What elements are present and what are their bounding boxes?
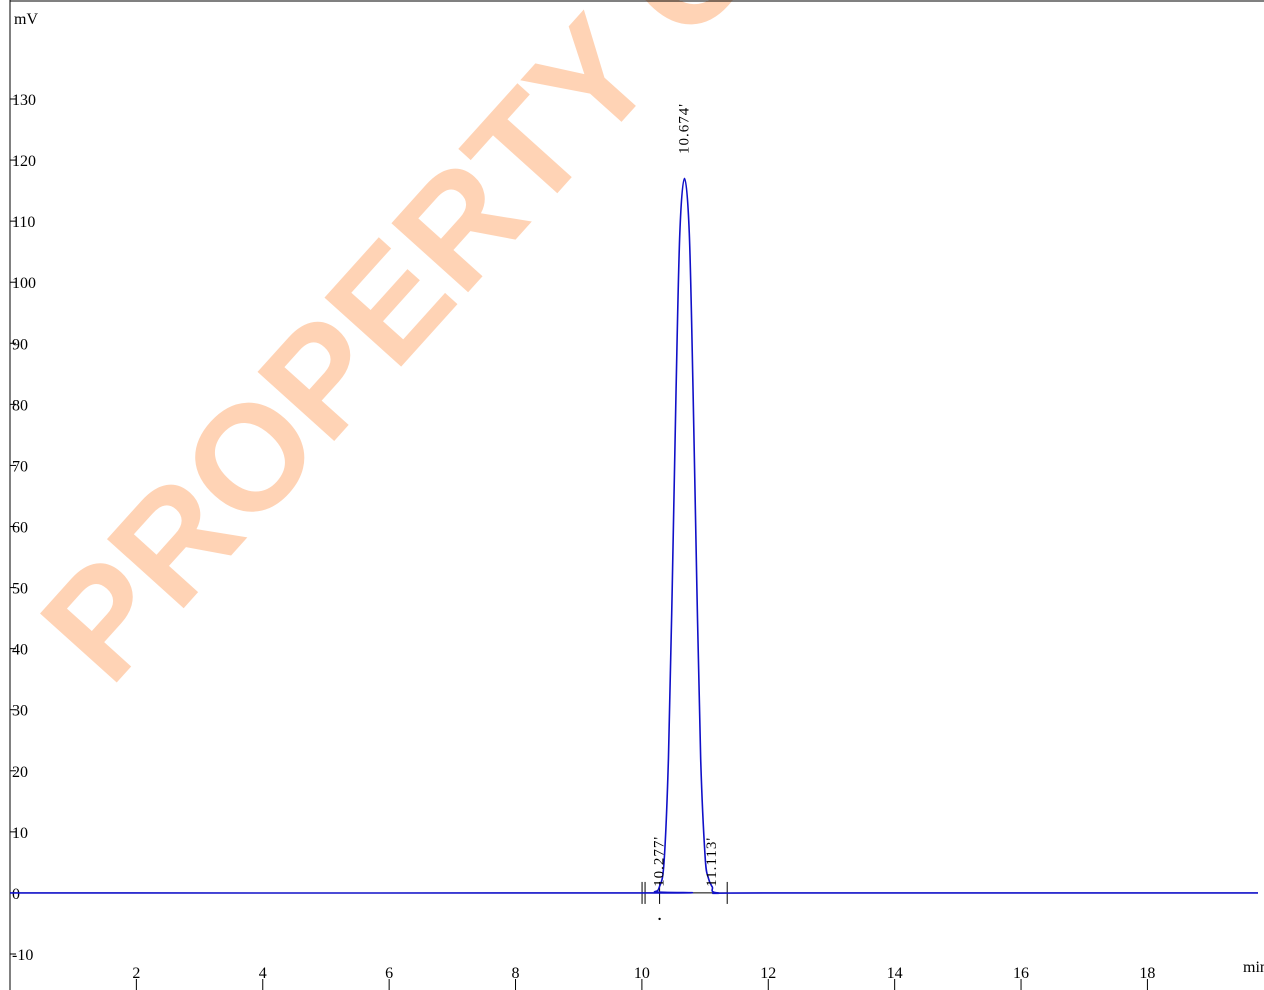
y-tick-label-13: 120 (12, 153, 36, 170)
y-tick-label-11: 100 (12, 275, 36, 292)
y-tick-label-0: -10 (12, 947, 33, 964)
x-ticks: 2 4 6 8 10 12 14 16 18 (132, 965, 1155, 990)
y-tick-label-4: 30 (12, 703, 28, 720)
y-tick-label-9: 80 (12, 397, 28, 414)
peak-label-2: 11.113' (704, 837, 720, 887)
x-tick-label-4: 10 (634, 965, 650, 982)
peak-label-0: 10.674' (676, 103, 692, 154)
y-tick-label-10: 90 (12, 336, 28, 353)
y-tick-label-7: 60 (12, 520, 28, 537)
y-unit-label: mV (14, 11, 38, 28)
x-tick-label-2: 6 (385, 965, 393, 982)
baseline-dot (658, 917, 661, 921)
y-tick-label-12: 110 (12, 214, 35, 231)
y-tick-label-1: 0 (12, 886, 20, 903)
y-tick-label-8: 70 (12, 458, 28, 475)
y-tick-label-6: 50 (12, 581, 28, 598)
series-layer (9, 177, 1258, 895)
x-unit-label: min (1243, 959, 1264, 976)
peak-labels: 10.674' 10.277' 11.113' (651, 103, 720, 887)
y-tick-label-14: 130 (12, 92, 36, 109)
x-tick-label-3: 8 (512, 965, 520, 982)
y-tick-label-3: 20 (12, 764, 28, 781)
x-tick-label-0: 2 (132, 965, 140, 982)
x-tick-label-8: 18 (1139, 965, 1155, 982)
x-tick-label-7: 16 (1013, 965, 1029, 982)
y-tick-label-5: 40 (12, 642, 28, 659)
series-line-0 (9, 177, 1258, 895)
y-tick-label-2: 10 (12, 825, 28, 842)
peak-label-1: 10.277' (651, 836, 667, 887)
x-tick-label-5: 12 (760, 965, 776, 982)
x-tick-label-1: 4 (259, 965, 267, 982)
x-tick-label-6: 14 (887, 965, 903, 982)
y-ticks: -10 0 10 20 30 40 50 60 70 80 90 100 110 120 130 (10, 92, 36, 964)
